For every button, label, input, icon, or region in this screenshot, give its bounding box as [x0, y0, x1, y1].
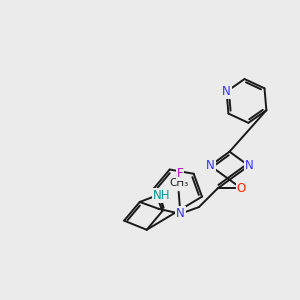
Text: N: N: [176, 207, 185, 220]
Text: F: F: [177, 167, 184, 180]
Text: NH: NH: [153, 189, 171, 202]
Text: N: N: [222, 85, 231, 98]
Text: N: N: [244, 159, 253, 172]
Text: CH₃: CH₃: [169, 178, 188, 188]
Text: O: O: [237, 182, 246, 195]
Text: N: N: [206, 159, 214, 172]
